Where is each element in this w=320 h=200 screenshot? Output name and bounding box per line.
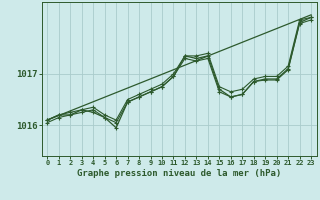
- X-axis label: Graphe pression niveau de la mer (hPa): Graphe pression niveau de la mer (hPa): [77, 169, 281, 178]
